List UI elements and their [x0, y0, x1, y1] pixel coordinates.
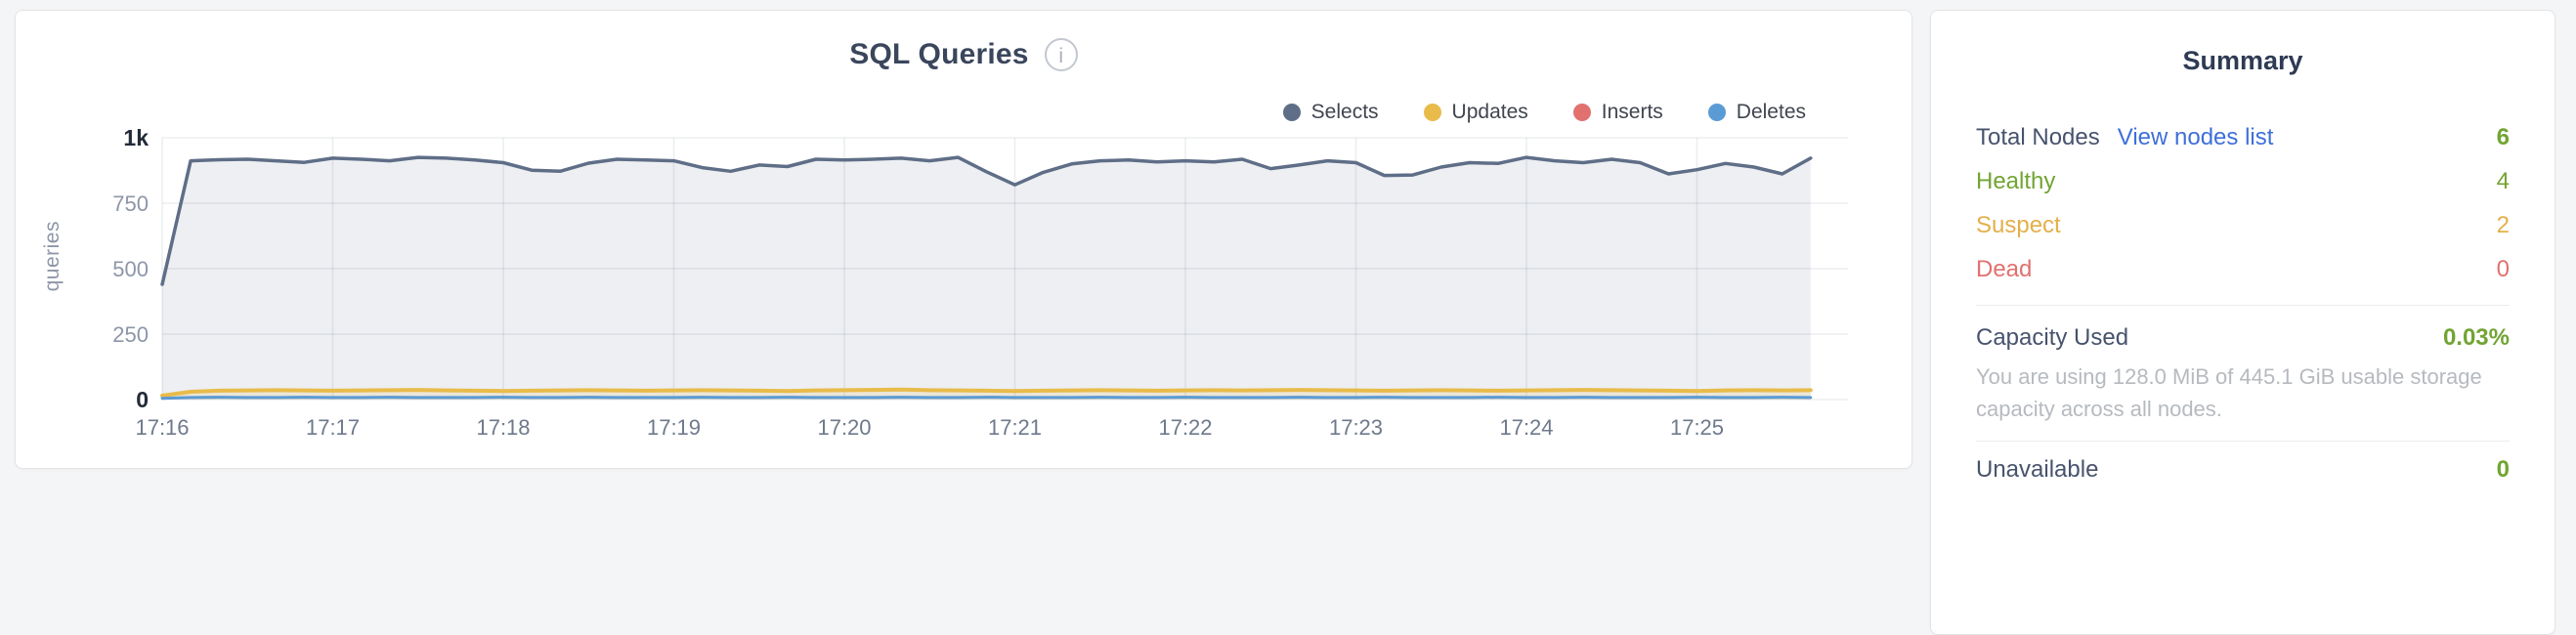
y-tick-label: 250 [112, 322, 149, 347]
legend-label: Updates [1451, 101, 1528, 123]
cluster-dashboard: { "page": { "background": "#f4f5f6" }, "… [15, 10, 2555, 635]
x-tick-label: 17:24 [1499, 415, 1553, 440]
y-tick-label: 1k [123, 125, 149, 150]
unavailable-row: Unavailable 0 [1976, 453, 2510, 487]
unavailable-label: Unavailable [1976, 456, 2099, 483]
series-fill-selects [162, 157, 1811, 400]
y-tick-label: 0 [136, 387, 149, 412]
view-nodes-list-link[interactable]: View nodes list [2117, 123, 2274, 150]
inserts-dot-icon [1572, 104, 1591, 121]
dead-label: Dead [1976, 255, 2033, 282]
capacity-description: You are using 128.0 MiB of 445.1 GiB usa… [1976, 364, 2482, 421]
suspect-nodes-row: Suspect 2 [1976, 203, 2510, 247]
total-nodes-row: Total Nodes View nodes list 6 [1976, 115, 2510, 159]
updates-dot-icon [1423, 104, 1441, 121]
healthy-value: 4 [2496, 167, 2510, 194]
suspect-label: Suspect [1976, 211, 2061, 238]
x-tick-label: 17:16 [135, 415, 189, 440]
healthy-label: Healthy [1976, 167, 2056, 194]
x-tick-label: 17:17 [306, 415, 360, 440]
capacity-used-value: 0.03% [2442, 324, 2510, 351]
total-nodes-label: Total Nodes [1976, 123, 2100, 150]
x-tick-label: 17:21 [988, 415, 1042, 440]
sql-queries-card: SQL Queries i Selects Updates Inserts De… [15, 10, 1912, 469]
legend-item-deletes[interactable]: Deletes [1707, 101, 1806, 124]
summary-title: Summary [2182, 46, 2303, 75]
total-nodes-value: 6 [2496, 123, 2510, 150]
legend-label: Inserts [1601, 101, 1663, 123]
sql-queries-plot: 0 250 500 750 1k 17:16 17:17 17:18 17:19 17:20 17:… [112, 125, 1848, 440]
info-icon[interactable]: i [1044, 38, 1078, 71]
chart-title: SQL Queries [849, 38, 1029, 70]
series-line-updates [160, 387, 1813, 398]
summary-panel: Summary Total Nodes View nodes list 6 He… [1930, 10, 2555, 635]
legend-item-selects[interactable]: Selects [1282, 101, 1379, 124]
legend-label: Deletes [1736, 101, 1806, 123]
x-tick-label: 17:20 [817, 415, 871, 440]
x-tick-label: 17:19 [647, 415, 701, 440]
x-tick-label: 17:23 [1329, 415, 1383, 440]
dead-value: 0 [2496, 255, 2510, 282]
series-line-deletes [160, 396, 1813, 401]
deletes-dot-icon [1707, 104, 1726, 121]
capacity-used-label: Capacity Used [1976, 324, 2129, 351]
divider [1976, 305, 2510, 306]
node-status-rows: Total Nodes View nodes list 6 Healthy 4 … [1976, 115, 2510, 291]
legend-item-updates[interactable]: Updates [1423, 101, 1528, 124]
healthy-nodes-row: Healthy 4 [1976, 159, 2510, 203]
x-tick-label: 17:25 [1670, 415, 1724, 440]
series-line-selects [160, 155, 1813, 286]
suspect-value: 2 [2496, 211, 2510, 238]
chart-legend: Selects Updates Inserts Deletes [1282, 101, 1806, 124]
x-tick-label: 17:18 [476, 415, 530, 440]
divider [1976, 441, 2510, 442]
capacity-used-row: Capacity Used 0.03% [1976, 321, 2510, 355]
y-tick-label: 750 [112, 191, 149, 216]
selects-dot-icon [1282, 104, 1301, 121]
legend-item-inserts[interactable]: Inserts [1572, 101, 1663, 124]
legend-label: Selects [1310, 101, 1379, 123]
x-tick-label: 17:22 [1158, 415, 1212, 440]
chart-header: SQL Queries i [16, 36, 1911, 73]
dead-nodes-row: Dead 0 [1976, 247, 2510, 291]
unavailable-value: 0 [2496, 456, 2510, 483]
y-tick-label: 500 [112, 257, 149, 281]
